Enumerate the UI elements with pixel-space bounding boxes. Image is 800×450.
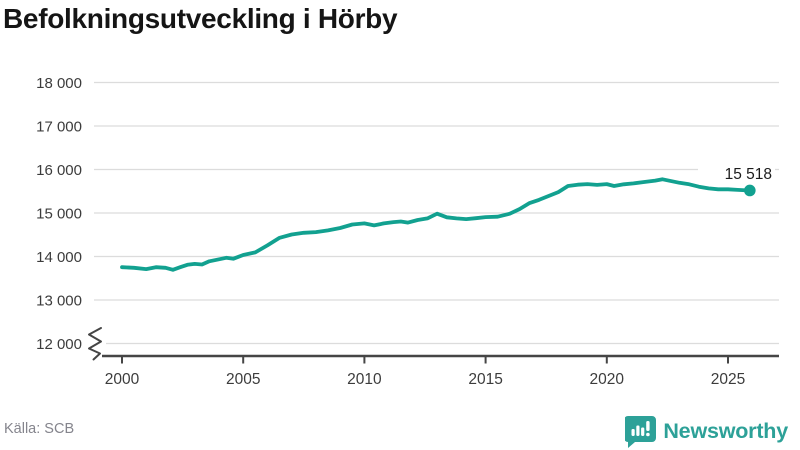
chart-title: Befolkningsutveckling i Hörby: [3, 3, 398, 34]
newsworthy-brand: Newsworthy: [625, 415, 788, 448]
x-axis-tick-label: 2000: [105, 371, 140, 388]
x-axis-tick-label: 2005: [226, 371, 260, 388]
speech-bubble-shape: [625, 416, 657, 448]
x-axis-tick-label: 2025: [711, 371, 745, 388]
end-label-backplate: [698, 163, 775, 183]
source-note: Källa: SCB: [4, 421, 75, 437]
y-axis-tick-label: 18 000: [36, 75, 82, 92]
y-axis-tick-label: 16 000: [36, 162, 82, 179]
y-axis-tick-label: 12 000: [36, 336, 82, 353]
axis-break-icon: [88, 327, 102, 361]
x-axis-tick-label: 2015: [468, 371, 502, 388]
newsworthy-logo-icon: [625, 416, 657, 448]
bar-chart-glyph: [631, 421, 651, 437]
x-axis-tick-label: 2020: [590, 371, 625, 388]
x-axis-tick-label: 2010: [347, 371, 382, 388]
end-value-label: 15 518: [725, 166, 772, 183]
y-axis-tick-label: 15 000: [36, 206, 82, 223]
end-point-dot: [744, 184, 756, 197]
population-series-line: [120, 177, 752, 272]
y-axis-tick-label: 14 000: [36, 249, 82, 266]
population-line-chart: 18 000 17 000 16 000 15 000 14 000 13 000 12 0…: [36, 75, 779, 388]
y-axis-tick-label: 13 000: [36, 293, 82, 310]
y-axis-tick-label: 17 000: [36, 119, 82, 136]
brand-name: Newsworthy: [663, 419, 788, 443]
